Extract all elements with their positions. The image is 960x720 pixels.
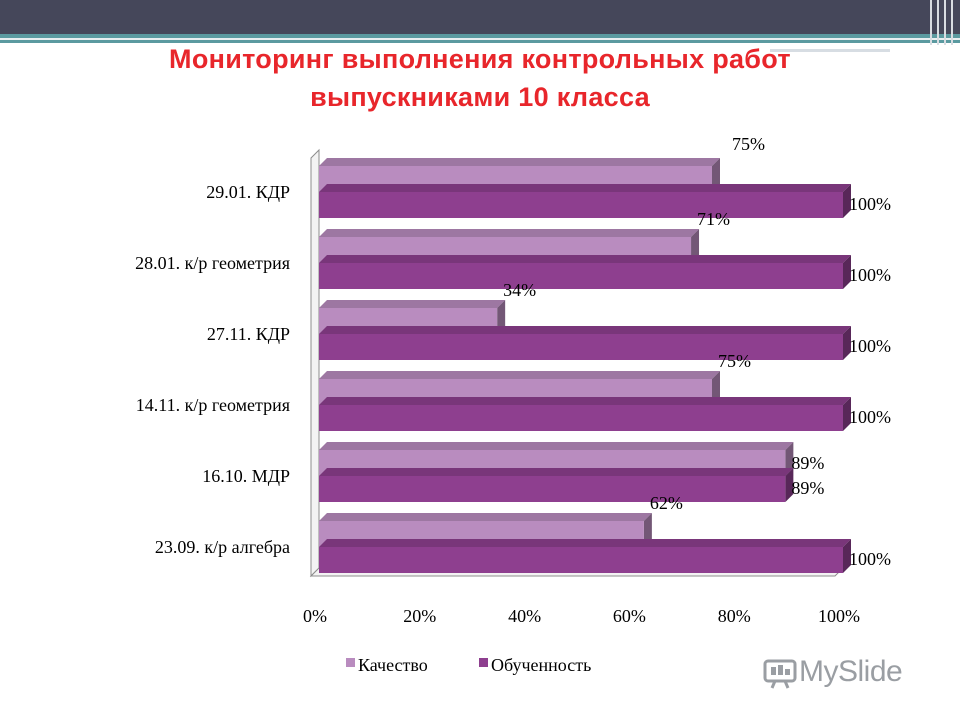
x-tick-label: 20% [403,606,436,626]
bar-obuchennost [319,255,851,289]
bar-side-face [643,513,652,547]
bar-top-face [319,442,794,450]
bar-front-face [319,405,843,431]
legend-swatch [479,658,488,667]
category-labels: 29.01. КДР 28.01. к/р геометрия 27.11. КДР… [135,182,290,557]
bar-top-face [319,397,851,405]
data-label: 71% [697,209,730,229]
top-band [0,0,960,34]
data-label: 100% [849,407,891,427]
bar-top-face [319,468,794,476]
category-label: 27.11. КДР [207,324,290,344]
x-tick-label: 40% [508,606,541,626]
bar-top-face [319,326,851,334]
bar-obuchennost [319,539,851,573]
data-label: 100% [849,336,891,356]
bar-front-face [319,192,843,218]
bar-side-face [712,158,720,192]
bar-top-face [319,539,851,547]
bar-side-face [843,397,851,431]
category-label: 29.01. КДР [206,182,290,202]
x-tick-label: 100% [818,606,860,626]
data-labels: 75% 100% 71% 100% 34% 100% 75% 100% 89% 89% 62% 100… [503,134,891,569]
slide-title-line2: выпускниками 10 класса [310,82,650,112]
legend: Качество Обученность [346,655,591,675]
category-label: 23.09. к/р алгебра [155,537,290,557]
data-label: 62% [650,493,683,513]
x-tick-label: 0% [303,606,327,626]
x-tick-label: 60% [613,606,646,626]
category-label: 14.11. к/р геометрия [136,395,290,415]
slide-title-line1: Мониторинг выполнения контрольных работ [169,44,791,74]
decor-line [951,0,953,45]
bar-top-face [319,158,720,166]
bar-top-face [319,300,506,308]
decor-line [937,0,939,45]
bar-obuchennost [319,326,851,360]
data-label: 100% [849,549,891,569]
legend-swatch [346,658,355,667]
logo-text: MySlide [799,655,903,688]
bar-obuchennost [319,184,851,218]
decor-line [944,0,946,45]
projector-icon [763,659,797,689]
title-rule [770,49,890,52]
bar-obuchennost [319,397,851,431]
bar-side-face [712,371,720,405]
bar-side-face [843,255,851,289]
bar-obuchennost [319,468,794,502]
x-tick-labels: 0% 20% 40% 60% 80% 100% [303,606,860,626]
data-label: 75% [732,134,765,154]
data-label: 34% [503,280,536,300]
bar-top-face [319,184,851,192]
slide-title: Мониторинг выполнения контрольных работ … [60,40,900,116]
accent-rule [0,38,960,40]
bar-side-face [497,300,506,334]
legend-label: Обученность [491,655,591,675]
category-label: 16.10. МДР [202,466,290,486]
bar-front-face [319,334,843,360]
bar-front-face [319,547,843,573]
bar-side-face [843,184,851,218]
data-label: 89% [791,453,824,473]
decor-line [930,0,932,45]
bar-top-face [319,513,652,521]
data-label: 75% [718,351,751,371]
category-label: 28.01. к/р геометрия [135,253,290,273]
legend-label: Качество [358,655,428,675]
bar-front-face [319,263,843,289]
myslide-logo: MySlide [763,654,903,690]
bar-side-face [785,468,794,502]
bar-top-face [319,229,700,237]
data-label: 100% [849,265,891,285]
x-tick-label: 80% [718,606,751,626]
bar-front-face [319,476,786,502]
chart-side-wall [310,148,320,578]
data-label: 89% [791,478,824,498]
bar-top-face [319,371,720,379]
bar-top-face [319,255,851,263]
bar-side-face [843,326,851,360]
bar-side-face [785,442,794,476]
bar-side-face [691,229,700,263]
data-label: 100% [849,194,891,214]
chart-bars [319,158,851,573]
bar-side-face [843,539,851,573]
